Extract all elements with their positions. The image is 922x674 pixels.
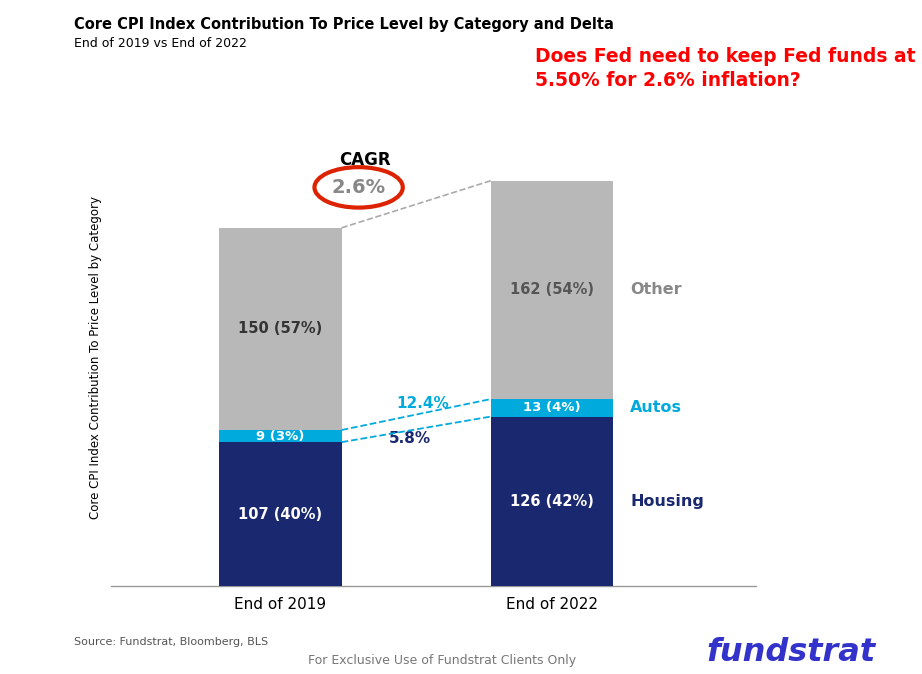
Text: Source: Fundstrat, Bloomberg, BLS: Source: Fundstrat, Bloomberg, BLS — [74, 637, 268, 647]
Ellipse shape — [314, 167, 403, 208]
Y-axis label: Core CPI Index Contribution To Price Level by Category: Core CPI Index Contribution To Price Lev… — [89, 195, 102, 519]
Text: Other: Other — [631, 282, 682, 297]
Text: Does Fed need to keep Fed funds at: Does Fed need to keep Fed funds at — [535, 47, 916, 66]
Bar — [219, 430, 342, 442]
Text: 13 (4%): 13 (4%) — [524, 401, 581, 415]
Bar — [491, 399, 613, 417]
Text: Housing: Housing — [631, 494, 704, 509]
Text: 12.4%: 12.4% — [396, 396, 450, 411]
Text: 9 (3%): 9 (3%) — [256, 429, 304, 443]
Text: End of 2019 vs End of 2022: End of 2019 vs End of 2022 — [74, 37, 246, 50]
Text: For Exclusive Use of Fundstrat Clients Only: For Exclusive Use of Fundstrat Clients O… — [309, 654, 576, 667]
Text: 107 (40%): 107 (40%) — [239, 507, 323, 522]
Bar — [491, 181, 613, 399]
Text: 162 (54%): 162 (54%) — [510, 282, 595, 297]
Text: 126 (42%): 126 (42%) — [510, 494, 594, 509]
Text: CAGR: CAGR — [339, 152, 391, 169]
Bar — [219, 442, 342, 586]
Bar — [219, 228, 342, 430]
Bar — [491, 417, 613, 586]
Text: 150 (57%): 150 (57%) — [239, 321, 323, 336]
Text: Core CPI Index Contribution To Price Level by Category and Delta: Core CPI Index Contribution To Price Lev… — [74, 17, 614, 32]
Text: 5.8%: 5.8% — [388, 431, 431, 446]
Text: 5.50% for 2.6% inflation?: 5.50% for 2.6% inflation? — [535, 71, 800, 90]
Text: fundstrat: fundstrat — [707, 637, 876, 668]
Text: 2.6%: 2.6% — [332, 178, 385, 197]
Text: Autos: Autos — [631, 400, 682, 415]
